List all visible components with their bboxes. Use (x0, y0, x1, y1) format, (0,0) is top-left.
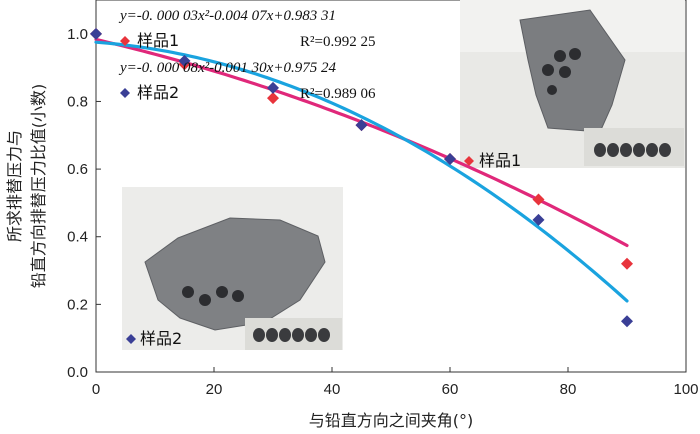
y-tick-label: 0.4 (67, 229, 88, 246)
data-points (90, 27, 633, 328)
photo-sample-1: 样品1 (460, 0, 685, 170)
legend-marker-1 (120, 36, 130, 46)
y-tick-label: 1.0 (67, 26, 88, 43)
photo-label-2: 样品2 (140, 329, 182, 348)
annotation-sample-2: y=-0. 000 08x²-0.001 30x+0.975 24 样品2 R²… (118, 60, 376, 102)
x-tick-label: 100 (673, 381, 698, 398)
legend-label-1: 样品1 (137, 31, 179, 50)
y-tick-label: 0.2 (67, 296, 88, 313)
x-axis-ticks: 0 20 40 60 80 100 (92, 367, 699, 398)
equation-sample-2: y=-0. 000 08x²-0.001 30x+0.975 24 (118, 60, 336, 76)
point-sample-2 (532, 213, 545, 226)
x-tick-label: 80 (560, 381, 577, 398)
point-sample-2 (355, 119, 368, 132)
point-sample-1 (532, 193, 545, 206)
photo-sample-2: 样品2 (122, 187, 343, 350)
x-tick-label: 0 (92, 381, 100, 398)
legend-label-2: 样品2 (137, 83, 179, 102)
point-sample-1 (267, 92, 279, 105)
fit-curve-sample-2 (94, 40, 629, 303)
y-tick-label: 0.6 (67, 161, 88, 178)
point-sample-2 (178, 54, 191, 67)
x-tick-label: 20 (206, 381, 223, 398)
y-axis-ticks: 0.0 0.2 0.4 0.6 0.8 1.0 (67, 26, 101, 381)
x-axis-title: 与铅直方向之间夹角(°) (309, 411, 474, 430)
y-tick-label: 0.8 (67, 93, 88, 110)
photo-label-1: 样品1 (479, 151, 521, 170)
y-axis-title-line-1: 所求排替压力与 (5, 130, 24, 242)
r2-sample-2: R²=0.989 06 (300, 86, 376, 102)
x-tick-label: 40 (324, 381, 341, 398)
point-sample-1 (621, 257, 633, 270)
y-tick-label: 0.0 (67, 364, 88, 381)
point-sample-2 (90, 27, 102, 40)
r2-sample-1: R²=0.992 25 (300, 34, 375, 50)
legend-marker-photo-2 (126, 334, 136, 344)
legend-marker-photo-1 (464, 156, 474, 166)
point-sample-2 (444, 152, 456, 165)
point-sample-2 (621, 315, 633, 328)
equation-sample-1: y=-0. 000 03x²-0.004 07x+0.983 31 (118, 8, 336, 24)
x-tick-label: 60 (442, 381, 459, 398)
y-axis-title-line-2: 铅直方向排替压力比值(小数) (29, 84, 48, 289)
legend-marker-2 (120, 88, 130, 98)
annotation-sample-1: y=-0. 000 03x²-0.004 07x+0.983 31 样品1 R²… (118, 8, 375, 50)
point-sample-2 (267, 81, 279, 94)
